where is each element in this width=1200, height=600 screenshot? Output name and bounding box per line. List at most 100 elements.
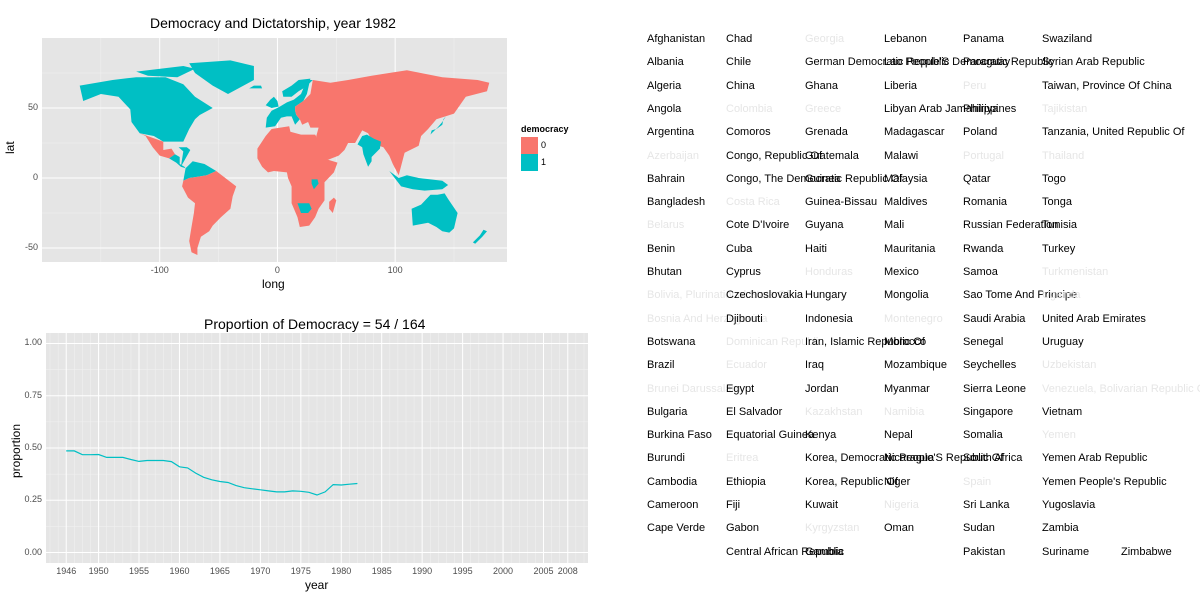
country-label: Saudi Arabia [963,312,1026,325]
country-label: Romania [963,196,1008,209]
country-label: Iraq [805,359,824,372]
country-label: Equatorial Guinea [726,429,815,442]
dictatorship-region [329,197,337,213]
country-label: Suriname [1042,545,1090,558]
country-label: Mali [884,219,905,232]
country-label: Portugal [963,149,1004,162]
country-label: Nicaragua [884,452,935,465]
country-label: Costa Rica [726,196,780,209]
map-x-axis-title: long [262,277,285,291]
line-y-axis-title: proportion [9,423,23,478]
country-label: Haiti [805,242,828,255]
country-label: Cape Verde [647,522,706,535]
legend-label-dictatorship: 0 [541,140,547,150]
country-label: Afghanistan [647,33,706,45]
country-label: Belarus [647,219,685,232]
country-label: Comoros [726,126,771,139]
country-label: Seychelles [963,359,1017,372]
country-label: Uzbekistan [1042,359,1097,372]
country-label: Iran, Islamic Republic Of [805,335,925,348]
democracy-region [430,116,446,135]
country-label: Cambodia [647,475,698,488]
line-x-tick-label: 1955 [129,566,150,576]
country-label: Burkina Faso [647,429,712,442]
country-label: Spain [963,475,992,488]
country-label: Montenegro [884,312,943,325]
country-label: Guyana [805,219,844,232]
map-y-tick-label: 50 [27,102,38,112]
country-label: Yugoslavia [1042,499,1096,511]
country-label: Oman [884,522,914,535]
country-label: Maldives [884,196,928,209]
map-y-axis-title: lat [3,141,17,154]
dictatorship-region [257,126,338,227]
country-label: Bhutan [647,266,682,278]
line-x-tick-label: 1990 [412,566,433,576]
country-label: Peru [963,79,987,92]
country-label: Uganda [1042,289,1081,302]
country-label: Gambia [805,545,844,558]
country-label: Morocco [884,335,927,348]
democracy-region [183,161,217,181]
country-label: Zambia [1042,522,1079,535]
country-label: Mauritania [884,242,936,255]
country-label: Guinea-Bissau [805,196,878,209]
line-x-tick-label: 2005 [533,566,554,576]
democracy-region [169,154,186,169]
line-x-tick-label: 1960 [169,566,190,576]
country-label: Czechoslovakia [726,289,804,302]
democracy-region [265,96,279,108]
country-label: Albania [647,56,684,69]
country-label: Ghana [805,79,839,92]
country-label: Venezuela, Bolivarian Republic Of [1042,382,1200,395]
country-label: Cameroon [647,499,699,511]
country-label: Cuba [726,242,753,255]
line-y-tick-label: 0.25 [24,494,42,505]
line-x-tick-label: 1995 [452,566,473,576]
country-label: Algeria [647,79,682,92]
country-label: Vietnam [1042,405,1083,418]
country-label: Lebanon [884,33,927,45]
country-label: Syrian Arab Republic [1042,56,1145,69]
country-label: Tunisia [1042,219,1078,232]
country-label: Sierra Leone [963,382,1026,395]
country-label: Cote D'Ivoire [726,219,790,232]
country-label: Bosnia And Herzegovina [647,312,768,325]
country-label: Azerbaijan [647,149,699,162]
line-x-tick-label: 1970 [250,566,271,576]
country-label: Senegal [963,335,1004,348]
country-label: Guatemala [805,149,859,162]
country-label: Sri Lanka [963,499,1010,511]
country-label: Sao Tome And Principe [963,289,1078,302]
country-label: Argentina [647,126,695,139]
country-label: Honduras [805,266,853,278]
map-x-tick-label: -100 [150,265,169,275]
country-label: Bolivia, Plurinational State Of [647,289,790,302]
country-label: Mexico [884,266,919,278]
legend-key-democracy [521,154,538,171]
democracy-region [178,147,191,167]
country-label: Yemen [1042,429,1076,442]
country-label: Central African Republic [726,545,845,558]
country-label: Kuwait [805,499,839,511]
country-label: Ecuador [726,359,767,372]
country-label: Bahrain [647,172,685,185]
country-label: Somalia [963,429,1003,442]
country-label: Rwanda [963,242,1004,255]
proportion-series-line [66,450,358,496]
country-label: Lao People'S Democratic Republic [884,56,1054,69]
country-label: Tajikistan [1042,102,1088,115]
country-label: Bangladesh [647,196,706,209]
country-label: Djibouti [726,312,763,325]
country-label: Tanzania, United Republic Of [1042,126,1185,139]
line-x-tick-label: 1975 [290,566,311,576]
country-label: Ethiopia [726,475,766,488]
country-label: Korea, Republic Of [805,475,898,488]
country-label: Botswana [647,335,696,348]
country-label: Burundi [647,452,685,465]
country-label: Cyprus [726,266,761,278]
country-label: Korea, Democratic People'S Republic Of [805,452,1004,465]
country-label: Poland [963,126,998,139]
country-label: Kenya [805,429,837,442]
country-label: Kazakhstan [805,405,863,418]
